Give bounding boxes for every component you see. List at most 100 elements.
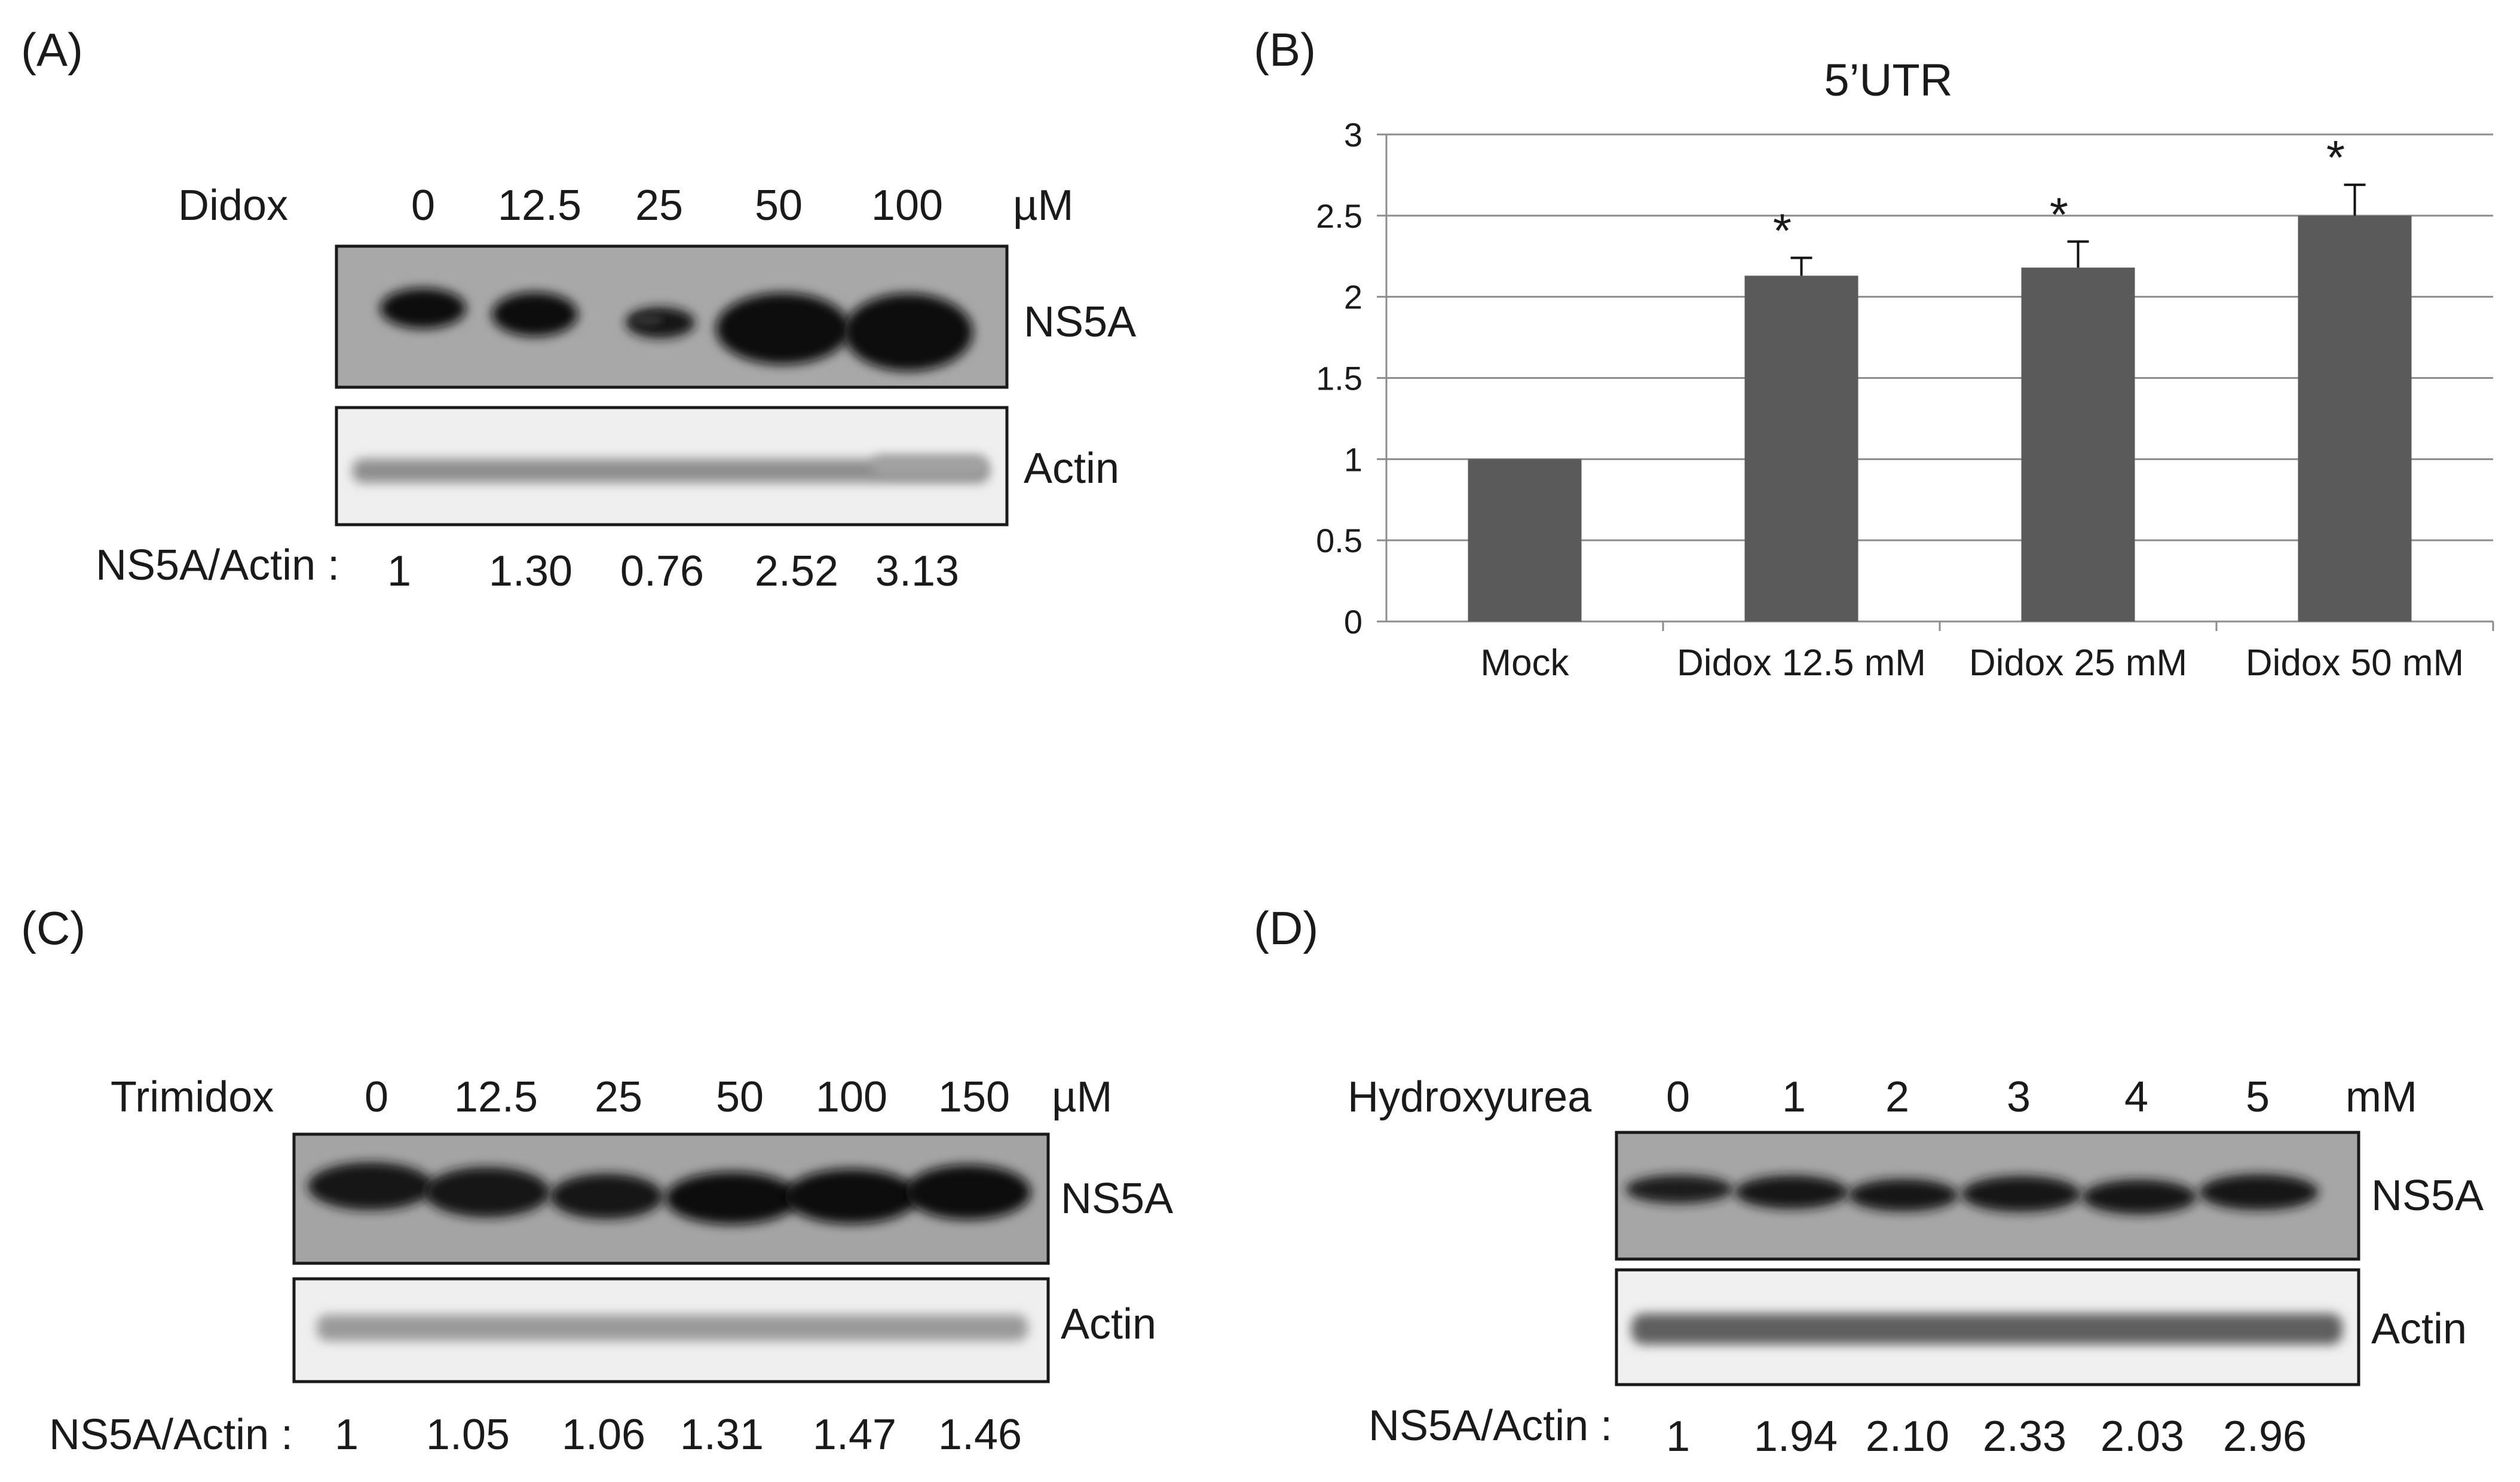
band [2199,1174,2319,1210]
panel-d-ratio-label: NS5A/Actin : [1368,1402,1612,1450]
x-tick-label: Didox 50 mM [2246,642,2464,684]
y-tick-label: 3 [1344,116,1362,154]
band [665,1172,799,1224]
panel-c-ns5a-label: NS5A [1061,1175,1173,1223]
panel-c-ratio: 1.47 [813,1411,896,1459]
panel-a-actin-blot [335,406,1009,526]
x-tick-label: Mock [1480,642,1569,684]
panel-c-dose: 100 [816,1073,887,1121]
panel-d-dose: 1 [1782,1073,1806,1121]
panel-d-ratio: 2.96 [2223,1413,2307,1460]
panel-a-dose: 50 [755,182,803,229]
panel-a-ratio: 1.30 [489,547,572,595]
band [1735,1175,1848,1209]
panel-a-ratio: 1 [387,547,411,595]
panel-c-treatment-label: Trimidox [111,1073,274,1121]
panel-a-dose: 25 [635,182,683,229]
panel-d-ratio: 2.33 [1983,1413,2066,1460]
panel-c-dose: 0 [365,1073,388,1121]
panel-c-ns5a-blot [292,1132,1050,1265]
x-tick-label: Didox 12.5 mM [1677,642,1926,684]
panel-a-dose: 12.5 [498,182,581,229]
panel-c-actin-label: Actin [1061,1300,1156,1348]
band [716,293,850,365]
panel-d-ratio: 1 [1666,1413,1690,1460]
panel-c-unit: µM [1052,1073,1112,1121]
panel-c-dose: 50 [716,1073,764,1121]
bar [2021,267,2135,621]
panel-a-unit: µM [1013,182,1073,229]
bar [2298,215,2412,621]
bar-chart: 0 0.5 1 1.5 2 2.5 3 Mock * Didox 12.5 mM * Didox 25… [1316,116,2494,684]
panel-a-dose: 0 [411,182,435,229]
panel-d-ns5a-blot [1615,1131,2360,1261]
panel-c: (C) Trimidox 0 12.5 25 50 100 150 µM NS5… [21,902,1173,1459]
panel-c-dose: 12.5 [454,1073,538,1121]
panel-d-actin-label: Actin [2371,1305,2467,1353]
significance-marker: * [1773,204,1792,257]
band [844,293,973,371]
panel-a-ratio: 3.13 [875,547,959,595]
y-tick-label: 2 [1344,278,1362,316]
band [424,1167,550,1217]
panel-c-ratio: 1.46 [938,1411,1022,1459]
panel-a-ratio-label: NS5A/Actin : [96,541,339,589]
panel-a-ratio: 0.76 [620,547,704,595]
bar [1744,275,1858,622]
chart-title: 5’UTR [1824,55,1952,106]
y-tick-label: 0.5 [1316,522,1362,559]
panel-b-letter: (B) [1254,23,1316,76]
panel-a-letter: (A) [21,23,83,76]
band [905,1165,1031,1220]
y-tick-label: 2.5 [1316,197,1362,235]
band [1961,1176,2081,1212]
panel-c-dose: 25 [595,1073,642,1121]
panel-c-dose: 150 [938,1073,1010,1121]
panel-a-actin-label: Actin [1024,445,1119,492]
band [492,292,578,336]
panel-a-ns5a-label: NS5A [1024,298,1136,346]
panel-d-dose: 0 [1666,1073,1690,1121]
panel-c-ratio: 1.31 [680,1411,764,1459]
y-tick-label: 0 [1344,603,1362,641]
panel-d-letter: (D) [1254,902,1318,954]
bar [1468,459,1582,621]
panel-a-dose: 100 [871,182,943,229]
panel-d-ratio: 2.10 [1866,1413,1949,1460]
panel-a-ratio: 2.52 [755,547,838,595]
panel-b: (B) 5’UTR 0 0.5 1 1.5 2 2.5 3 Mock * Didox 12.5 m… [1254,23,2494,684]
panel-c-letter: (C) [21,902,85,954]
panel-d: (D) Hydroxyurea 0 1 2 3 4 5 mM NS5A Acti… [1254,902,2484,1460]
panel-d-ratio: 2.03 [2100,1413,2184,1460]
y-tick-label: 1 [1344,440,1362,478]
panel-d-ns5a-label: NS5A [2371,1172,2484,1220]
panel-d-dose: 2 [1885,1073,1909,1121]
significance-marker: * [2326,131,2345,184]
panel-c-actin-blot [292,1277,1050,1383]
panel-c-ratio-label: NS5A/Actin : [49,1411,293,1459]
panel-c-ratio: 1.05 [426,1411,510,1459]
y-tick-label: 1.5 [1316,360,1362,397]
x-tick-label: Didox 25 mM [1969,642,2187,684]
band [1848,1179,1958,1211]
panel-d-dose: 3 [2007,1073,2031,1121]
band [380,288,466,329]
panel-d-dose: 4 [2124,1073,2148,1121]
panel-a-treatment-label: Didox [178,182,288,229]
significance-marker: * [2050,188,2068,241]
band [308,1162,433,1210]
panel-a: (A) Didox 0 12.5 25 50 100 µM NS5A Actin… [21,23,1136,595]
panel-d-unit: mM [2346,1073,2417,1121]
panel-c-ratio: 1.06 [562,1411,645,1459]
band [632,314,663,326]
band [2082,1180,2197,1214]
panel-a-ns5a-blot [335,244,1009,389]
panel-d-treatment-label: Hydroxyurea [1348,1073,1592,1121]
panel-d-dose: 5 [2246,1073,2270,1121]
band [550,1174,663,1219]
band [785,1169,918,1224]
panel-d-ratio: 1.94 [1754,1413,1838,1460]
band [1625,1175,1733,1204]
panel-d-actin-blot [1615,1268,2360,1386]
